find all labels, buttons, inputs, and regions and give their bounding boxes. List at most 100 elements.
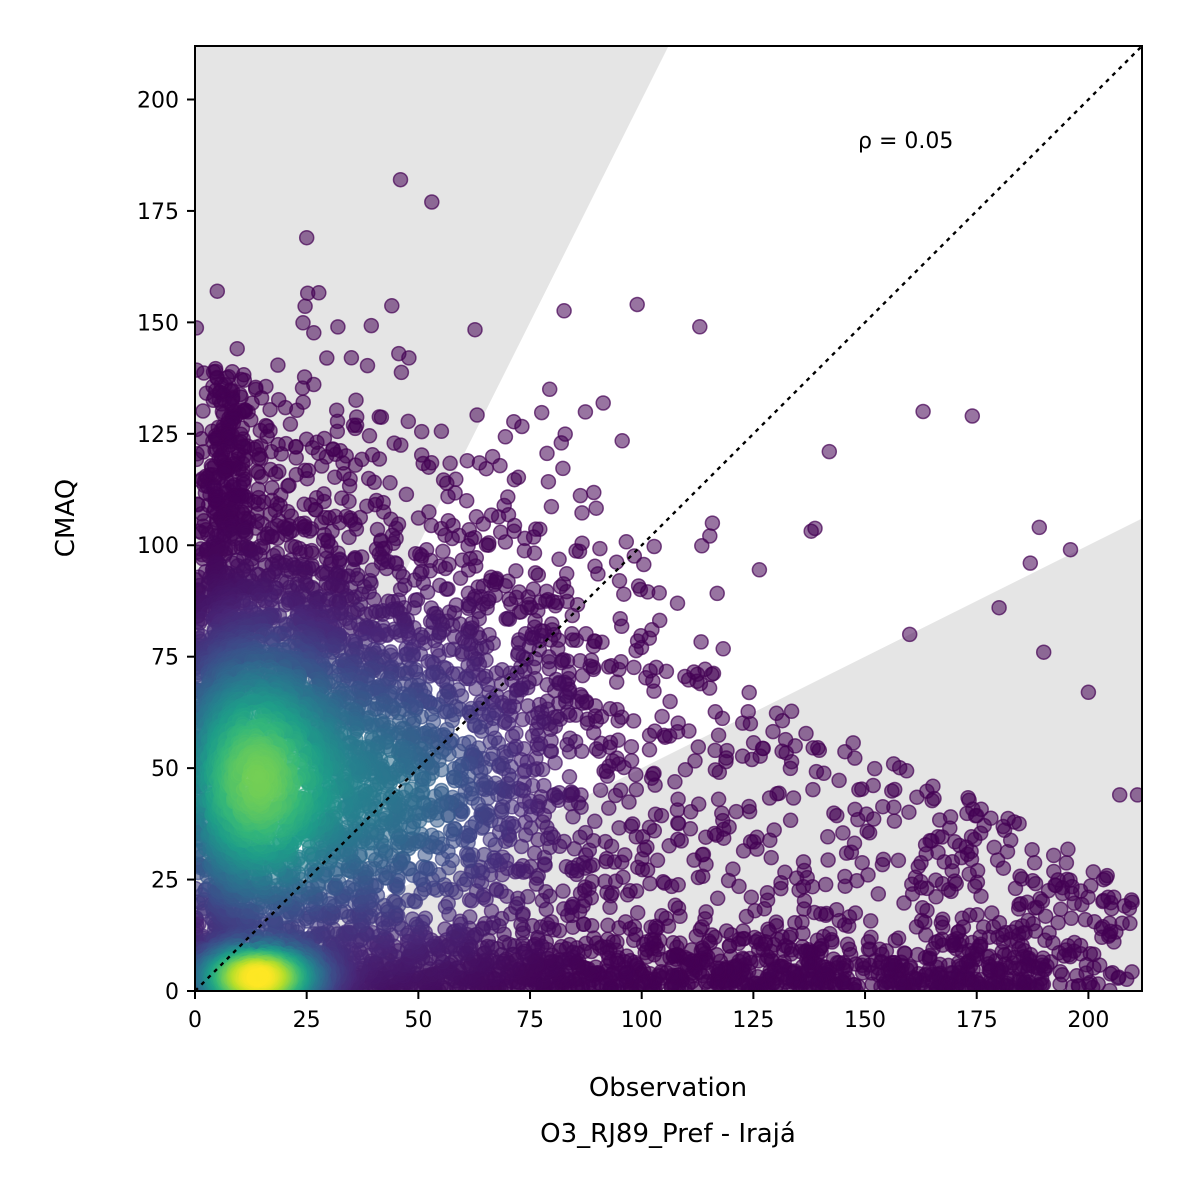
data-point bbox=[693, 634, 709, 650]
data-point bbox=[630, 859, 646, 876]
data-point bbox=[782, 760, 799, 777]
data-point bbox=[710, 791, 727, 808]
data-point bbox=[533, 404, 550, 421]
data-point bbox=[556, 901, 572, 917]
data-point bbox=[808, 763, 825, 780]
data-point bbox=[661, 838, 677, 854]
data-point bbox=[433, 423, 450, 440]
data-point bbox=[1050, 914, 1066, 931]
data-point bbox=[1052, 963, 1069, 980]
data-point bbox=[195, 451, 205, 468]
data-point bbox=[694, 538, 710, 554]
data-point bbox=[707, 762, 724, 778]
data-point bbox=[440, 488, 456, 505]
data-point bbox=[361, 428, 378, 444]
data-point bbox=[516, 542, 533, 559]
data-point bbox=[984, 905, 1000, 921]
data-point bbox=[820, 829, 836, 845]
data-point bbox=[555, 460, 571, 477]
data-point bbox=[565, 809, 581, 825]
data-point bbox=[707, 704, 724, 720]
data-point bbox=[686, 852, 702, 868]
data-point bbox=[435, 543, 451, 560]
data-point bbox=[643, 770, 660, 786]
data-point bbox=[665, 934, 681, 951]
data-point bbox=[619, 887, 636, 903]
data-point bbox=[524, 728, 541, 744]
data-point bbox=[917, 836, 934, 853]
data-point bbox=[954, 910, 971, 927]
data-point bbox=[444, 530, 460, 547]
data-point bbox=[404, 911, 421, 927]
data-point bbox=[600, 917, 616, 934]
data-point bbox=[359, 357, 376, 374]
data-point bbox=[670, 815, 686, 831]
data-point bbox=[647, 806, 664, 822]
data-point bbox=[382, 475, 398, 491]
data-point bbox=[341, 478, 358, 494]
data-point bbox=[1085, 864, 1102, 880]
data-point bbox=[527, 565, 544, 581]
data-point bbox=[1062, 541, 1079, 558]
data-point bbox=[595, 395, 611, 411]
data-point bbox=[641, 742, 658, 758]
data-point bbox=[541, 381, 558, 398]
data-point bbox=[854, 854, 870, 871]
data-point bbox=[698, 829, 714, 845]
data-point bbox=[785, 790, 802, 806]
data-point bbox=[623, 738, 640, 755]
data-point bbox=[795, 854, 812, 870]
data-point bbox=[986, 839, 1002, 856]
data-point bbox=[669, 595, 686, 611]
data-point bbox=[1058, 855, 1075, 871]
data-point bbox=[600, 659, 617, 675]
data-point bbox=[628, 781, 645, 798]
data-point bbox=[270, 357, 286, 373]
data-point bbox=[690, 869, 707, 886]
data-point bbox=[851, 782, 867, 798]
data-point bbox=[783, 703, 800, 720]
data-point bbox=[288, 450, 304, 466]
data-point bbox=[1024, 841, 1040, 858]
data-point bbox=[860, 934, 877, 950]
data-point bbox=[909, 789, 925, 805]
data-point bbox=[1037, 932, 1053, 949]
data-point bbox=[596, 763, 612, 779]
data-point bbox=[348, 392, 364, 408]
data-point bbox=[1077, 911, 1094, 928]
data-point bbox=[398, 486, 415, 503]
data-point bbox=[763, 849, 779, 866]
data-point bbox=[347, 420, 363, 437]
data-point bbox=[588, 500, 604, 516]
data-point bbox=[847, 801, 863, 818]
data-point bbox=[751, 562, 768, 578]
data-point bbox=[745, 735, 762, 751]
data-point bbox=[782, 812, 799, 829]
data-point bbox=[539, 445, 555, 462]
data-point bbox=[384, 298, 400, 314]
data-point bbox=[363, 317, 380, 334]
data-point bbox=[574, 505, 590, 521]
data-point bbox=[553, 435, 570, 451]
data-point bbox=[1102, 966, 1119, 982]
data-point bbox=[662, 693, 678, 710]
data-point bbox=[839, 936, 856, 952]
data-point bbox=[761, 790, 778, 806]
data-point bbox=[556, 303, 572, 319]
data-point bbox=[552, 578, 569, 595]
data-point bbox=[597, 873, 613, 890]
data-point bbox=[989, 852, 1006, 868]
data-point bbox=[1045, 847, 1062, 864]
data-point bbox=[601, 800, 617, 816]
data-points bbox=[195, 171, 1142, 991]
data-point bbox=[734, 748, 751, 764]
data-point bbox=[641, 727, 658, 744]
data-point bbox=[914, 900, 931, 916]
data-point bbox=[837, 868, 853, 885]
data-point bbox=[378, 560, 395, 577]
data-point bbox=[690, 739, 707, 755]
data-point bbox=[372, 629, 388, 646]
data-point bbox=[964, 408, 981, 424]
data-point bbox=[646, 538, 662, 555]
data-point bbox=[298, 229, 315, 246]
